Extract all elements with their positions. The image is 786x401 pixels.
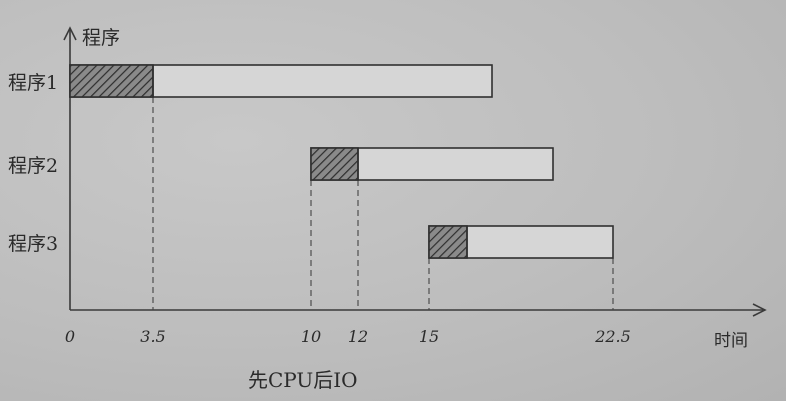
diagram-caption: 先CPU后IO — [248, 368, 358, 392]
y-axis-label: 程序 — [82, 27, 120, 49]
x-tick-label: 0 — [65, 327, 75, 346]
x-tick-labels: 0 3.5 10 12 15 22.5 — [65, 327, 631, 346]
process-bars — [69, 64, 614, 259]
process-label: 程序3 — [8, 233, 58, 255]
process-labels: 程序1 程序2 程序3 — [8, 72, 58, 255]
x-tick-label: 10 — [301, 327, 321, 346]
process-cpu-bar — [69, 64, 154, 98]
x-axis-label: 时间 — [714, 331, 748, 351]
process-cpu-bar — [310, 147, 359, 181]
x-tick-label: 3.5 — [140, 327, 165, 346]
x-tick-label: 22.5 — [594, 327, 631, 346]
process-cpu-bar — [428, 225, 468, 259]
y-axis-arrow-icon — [63, 26, 77, 41]
process-label: 程序2 — [8, 155, 58, 177]
guide-lines — [152, 97, 614, 310]
process-label: 程序1 — [8, 72, 58, 94]
x-tick-label: 12 — [348, 327, 368, 346]
x-axis-arrow-icon — [752, 303, 767, 317]
x-tick-label: 15 — [419, 327, 439, 346]
